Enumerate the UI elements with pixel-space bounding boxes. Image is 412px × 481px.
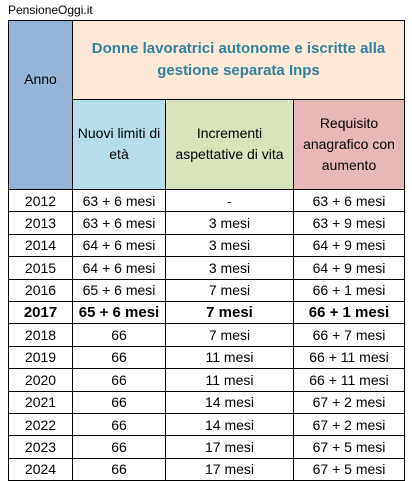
table-cell: 63 + 6 mesi: [72, 188, 166, 213]
table-cell: 2020: [8, 368, 73, 392]
table-row: 2019 66 11 mesi 66 + 11 mesi: [8, 345, 405, 370]
table-cell: 66 + 11 mesi: [293, 345, 405, 370]
table-cell: 66 + 11 mesi: [293, 368, 405, 392]
column-header: Incrementi aspettative di vita: [165, 98, 294, 191]
table-cell: 66 + 1 mesi: [293, 278, 405, 302]
site-name: PensioneOggi.it: [8, 3, 93, 17]
data-table: Anno Donne lavoratrici autonome e iscrit…: [8, 20, 405, 481]
table-row: 2015 64 + 6 mesi 3 mesi 64 + 9 mesi: [8, 256, 405, 280]
table-row: 2018 66 7 mesi 66 + 7 mesi: [8, 323, 405, 347]
table-cell: 63 + 6 mesi: [72, 211, 166, 235]
table-cell: 11 mesi: [165, 368, 294, 392]
table-cell: 66: [72, 390, 166, 414]
table-cell: 64 + 9 mesi: [293, 233, 405, 258]
column-header: Anno: [8, 20, 73, 190]
table-cell: 66: [72, 345, 166, 370]
table-cell: 67 + 2 mesi: [293, 412, 405, 437]
table-cell: 67 + 5 mesi: [293, 435, 405, 459]
table-cell: 67 + 2 mesi: [293, 390, 405, 414]
table-cell: 2023: [8, 435, 73, 459]
column-header: Requisito anagrafico con aumento: [293, 98, 405, 191]
table-cell: 2014: [8, 233, 73, 258]
table-cell: 64 + 6 mesi: [72, 233, 166, 258]
table-body: 2012 63 + 6 mesi -63 + 6 mesi 2013 63 + 6 me…: [8, 188, 405, 481]
table-cell: 7 mesi: [165, 278, 294, 302]
table-row: 2016 65 + 6 mesi 7 mesi 66 + 1 mesi: [8, 278, 405, 302]
table-row: 2012 63 + 6 mesi -63 + 6 mesi: [8, 188, 405, 213]
table-cell: 7 mesi: [165, 300, 294, 325]
table-cell: 63 + 6 mesi: [293, 188, 405, 213]
table-cell: 66: [72, 323, 166, 347]
table-row: 2023 66 17 mesi 67 + 5 mesi: [8, 435, 405, 459]
column-header: Nuovi limiti di età: [72, 98, 166, 191]
table-cell: 66: [72, 457, 166, 481]
table-row: 2014 64 + 6 mesi 3 mesi 64 + 9 mesi: [8, 233, 405, 258]
page: PensioneOggi.it Anno Donne lavoratrici a…: [8, 3, 405, 481]
table-cell: 14 mesi: [165, 412, 294, 437]
table-cell: 2022: [8, 412, 73, 437]
table-cell: 65 + 6 mesi: [72, 300, 166, 325]
table-cell: 2021: [8, 390, 73, 414]
table-row: 2024 66 17 mesi 67 + 5 mesi: [8, 457, 405, 481]
table-cell: 66: [72, 435, 166, 459]
table-cell: 63 + 9 mesi: [293, 211, 405, 235]
table-cell: 66: [72, 368, 166, 392]
table-row: 2021 66 14 mesi 67 + 2 mesi: [8, 390, 405, 414]
table-cell: 7 mesi: [165, 323, 294, 347]
table-cell: 2013: [8, 211, 73, 235]
table-cell: 3 mesi: [165, 211, 294, 235]
table-title: Donne lavoratrici autonome e iscritte al…: [72, 20, 405, 100]
table-cell: 11 mesi: [165, 345, 294, 370]
table-cell: 17 mesi: [165, 435, 294, 459]
table-cell: 2019: [8, 345, 73, 370]
table-cell: 14 mesi: [165, 390, 294, 414]
table-cell: 2024: [8, 457, 73, 481]
table-cell: 66: [72, 412, 166, 437]
table-cell: 65 + 6 mesi: [72, 278, 166, 302]
table-cell: 66 + 1 mesi: [293, 300, 405, 325]
table-cell: 2018: [8, 323, 73, 347]
table-cell: 3 mesi: [165, 256, 294, 280]
table-row: 2020 66 11 mesi 66 + 11 mesi: [8, 368, 405, 392]
table-cell: 66 + 7 mesi: [293, 323, 405, 347]
table-row: 2022 66 14 mesi 67 + 2 mesi: [8, 412, 405, 437]
table-cell: 3 mesi: [165, 233, 294, 258]
table-row: 2017 65 + 6 mesi 7 mesi 66 + 1 mesi: [8, 300, 405, 325]
table-cell: 64 + 6 mesi: [72, 256, 166, 280]
table-cell: 17 mesi: [165, 457, 294, 481]
table-row: 2013 63 + 6 mesi 3 mesi 63 + 9 mesi: [8, 211, 405, 235]
table-cell: 2015: [8, 256, 73, 280]
table-cell: 67 + 5 mesi: [293, 457, 405, 481]
table-cell: 64 + 9 mesi: [293, 256, 405, 280]
table-cell: 2016: [8, 278, 73, 302]
table-cell: -: [165, 188, 294, 213]
table-cell: 2012: [8, 188, 73, 213]
table-cell: 2017: [8, 300, 73, 325]
